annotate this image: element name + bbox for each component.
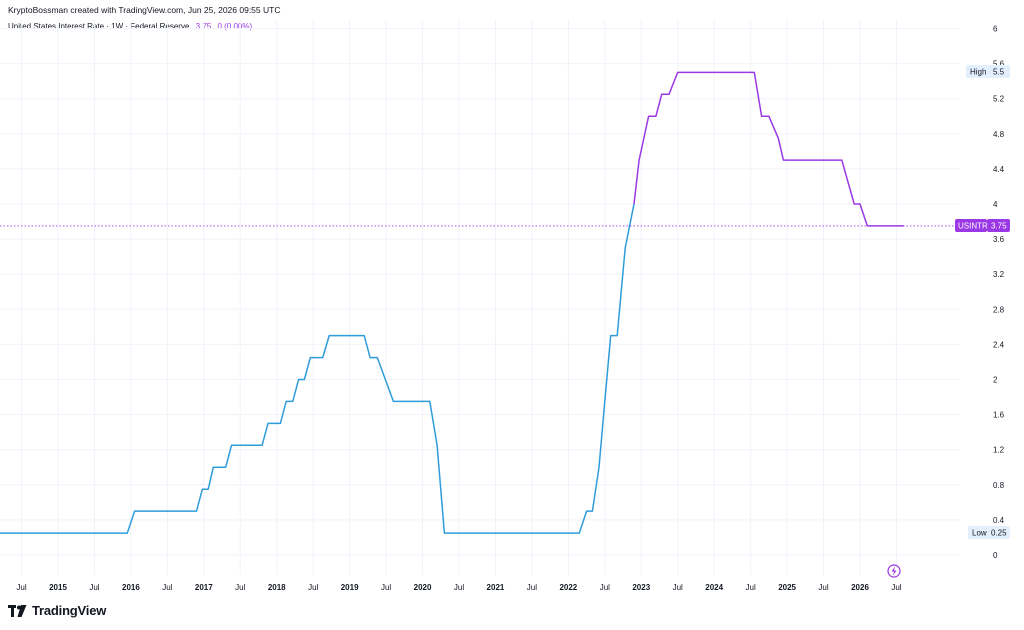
x-tick-label: Jul bbox=[235, 583, 245, 592]
x-tick-label: 2018 bbox=[268, 583, 286, 592]
high-value: 5.5 bbox=[993, 68, 1005, 77]
series-line-2 bbox=[633, 71, 904, 227]
tradingview-logo[interactable]: TradingView bbox=[8, 603, 106, 618]
y-tick-label: 0.8 bbox=[993, 481, 1005, 490]
logo-text: TradingView bbox=[32, 603, 107, 618]
x-tick-label: 2021 bbox=[487, 583, 505, 592]
y-tick-label: 1.2 bbox=[993, 446, 1005, 455]
y-tick-label: 3.2 bbox=[993, 270, 1005, 279]
series-lines bbox=[0, 71, 904, 534]
low-marker: Low 0.25 bbox=[968, 526, 1010, 539]
y-tick-label: 4.4 bbox=[993, 165, 1005, 174]
x-tick-label: 2015 bbox=[49, 583, 67, 592]
y-tick-label: 0.4 bbox=[993, 516, 1005, 525]
y-tick-label: 5.6 bbox=[993, 60, 1005, 69]
grid bbox=[0, 20, 960, 575]
y-tick-label: 2 bbox=[993, 376, 998, 385]
high-label: High bbox=[970, 68, 986, 77]
y-tick-label: 4 bbox=[993, 200, 998, 209]
x-tick-label: Jul bbox=[600, 583, 610, 592]
x-tick-label: 2022 bbox=[559, 583, 577, 592]
x-tick-label: 2024 bbox=[705, 583, 723, 592]
low-label: Low bbox=[972, 529, 987, 538]
last-value-label: 3.75 bbox=[991, 222, 1007, 231]
x-tick-label: Jul bbox=[454, 583, 464, 592]
y-tick-label: 2.8 bbox=[993, 305, 1005, 314]
x-tick-label: 2025 bbox=[778, 583, 796, 592]
x-tick-label: Jul bbox=[891, 583, 901, 592]
x-axis: Jul 2015 Jul 2016 Jul 2017 Jul 2018 Jul 2019 Jul 20… bbox=[16, 583, 901, 592]
y-tick-label: 5.2 bbox=[993, 95, 1005, 104]
x-tick-label: 2026 bbox=[851, 583, 869, 592]
x-tick-label: Jul bbox=[16, 583, 26, 592]
low-value: 0.25 bbox=[991, 529, 1007, 538]
x-tick-label: Jul bbox=[527, 583, 537, 592]
x-tick-label: Jul bbox=[308, 583, 318, 592]
x-tick-label: 2016 bbox=[122, 583, 140, 592]
x-tick-label: 2020 bbox=[414, 583, 432, 592]
x-tick-label: 2019 bbox=[341, 583, 359, 592]
x-tick-label: Jul bbox=[162, 583, 172, 592]
y-tick-label: 3.6 bbox=[993, 235, 1005, 244]
flash-icon[interactable] bbox=[887, 564, 901, 578]
x-tick-label: Jul bbox=[381, 583, 391, 592]
y-tick-label: 4.8 bbox=[993, 130, 1005, 139]
y-tick-label: 6 bbox=[993, 25, 998, 34]
x-tick-label: Jul bbox=[818, 583, 828, 592]
last-value-marker[interactable]: USINTR 3.75 bbox=[955, 219, 1010, 232]
high-marker: High 5.5 bbox=[966, 65, 1010, 78]
x-tick-label: 2023 bbox=[632, 583, 650, 592]
x-tick-label: Jul bbox=[89, 583, 99, 592]
symbol-label: USINTR bbox=[958, 222, 988, 231]
legend-title: United States Interest Rate · 1W · Feder… bbox=[8, 22, 190, 31]
y-tick-label: 2.4 bbox=[993, 340, 1005, 349]
x-tick-label: Jul bbox=[746, 583, 756, 592]
tradingview-logo-icon bbox=[8, 604, 27, 617]
x-tick-label: 2017 bbox=[195, 583, 213, 592]
legend-change: 0 (0.00%) bbox=[217, 22, 253, 31]
y-tick-label: 1.6 bbox=[993, 411, 1005, 420]
chart-credit: KryptoBossman created with TradingView.c… bbox=[8, 5, 281, 15]
x-tick-label: Jul bbox=[673, 583, 683, 592]
y-axis: 0 0.4 0.8 1.2 1.6 2 2.4 2.8 3.2 3.6 4 4.4 4.8 5.2 5.6 6 bbox=[993, 25, 1005, 561]
interest-rate-chart[interactable]: 0 0.4 0.8 1.2 1.6 2 2.4 2.8 3.2 3.6 4 4.4 4.8 5.2 5.6 6… bbox=[0, 0, 1024, 600]
y-tick-label: 0 bbox=[993, 551, 998, 560]
series-line-1 bbox=[0, 203, 635, 534]
